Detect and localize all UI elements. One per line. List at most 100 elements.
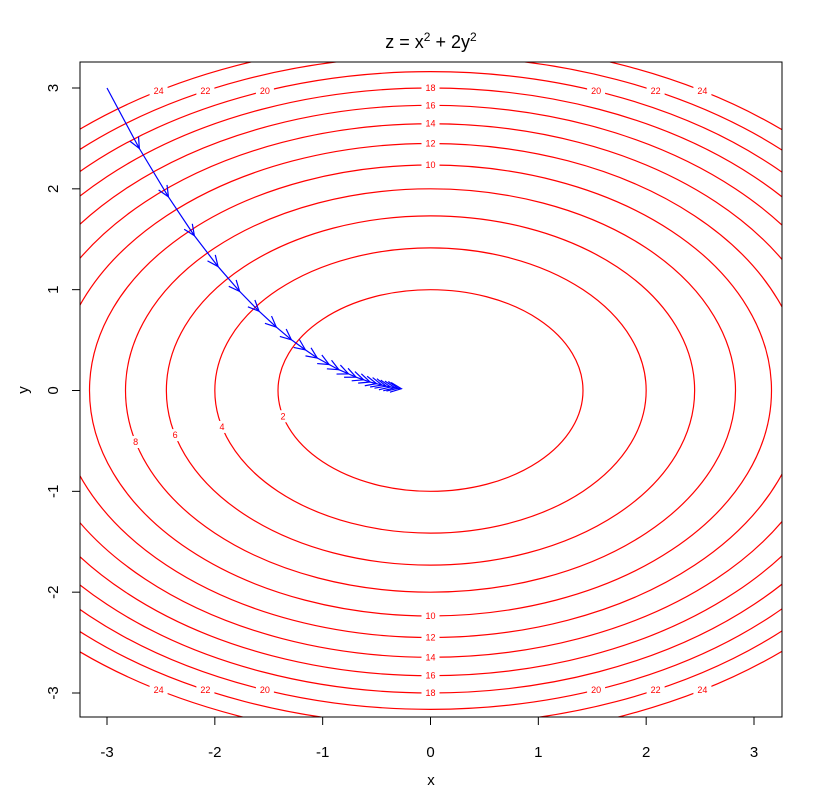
contour-label-20-right: 20 xyxy=(591,86,601,96)
contour-level-18 xyxy=(80,87,782,694)
chart-title: z = x2 + 2y2 xyxy=(385,30,477,52)
path-segment xyxy=(275,326,292,341)
contour-label-bg xyxy=(196,85,215,98)
contour-label-bg xyxy=(421,117,440,130)
contour-label-12: 12 xyxy=(425,139,435,149)
y-tick-label: 3 xyxy=(45,84,62,92)
contour-label-10: 10 xyxy=(425,160,435,170)
contour-level-6 xyxy=(165,215,696,566)
y-tick-label: -1 xyxy=(45,485,62,498)
contour-label-22: 22 xyxy=(200,86,210,96)
contour-label-bg xyxy=(421,82,440,94)
contour-label-14: 14 xyxy=(425,119,435,129)
contour-label-bg xyxy=(693,85,712,98)
path-arrowhead xyxy=(317,354,331,366)
contour-label-bg xyxy=(274,410,293,423)
contour-label-bg xyxy=(166,429,185,442)
contour-label-bg xyxy=(421,687,440,699)
contour-level-22 xyxy=(80,62,782,717)
contour-label-18: 18 xyxy=(425,83,435,93)
path-segment xyxy=(167,196,195,236)
path-segment xyxy=(193,235,219,267)
path-segment xyxy=(316,357,330,366)
path-segment xyxy=(138,148,169,198)
y-tick-label: 2 xyxy=(45,185,62,193)
contour-label-bg xyxy=(255,85,274,98)
contour-label-4: 4 xyxy=(219,422,224,432)
contour-label-bg xyxy=(196,683,215,696)
contour-label-16-bottom: 16 xyxy=(425,671,435,681)
y-tick-label: 0 xyxy=(45,386,62,394)
contour-label-18-bottom: 18 xyxy=(425,688,435,698)
x-tick-label: 1 xyxy=(534,744,542,761)
contour-label-2: 2 xyxy=(281,411,286,421)
contour-level-24 xyxy=(80,62,782,717)
path-arrowhead xyxy=(389,381,403,393)
contour-label-22-right: 22 xyxy=(651,86,661,96)
contour-level-12 xyxy=(80,142,782,639)
x-tick-label: -1 xyxy=(316,744,329,761)
x-tick-label: 3 xyxy=(750,744,758,761)
x-tick-label: 2 xyxy=(642,744,650,761)
contour-label-bg xyxy=(149,85,168,98)
path-segment xyxy=(291,339,306,351)
contour-label-bg xyxy=(646,683,665,696)
x-tick-label: 0 xyxy=(426,744,434,761)
contour-label-20-bottom-right: 20 xyxy=(591,685,601,695)
path-segment xyxy=(217,266,241,292)
contour-label-bg xyxy=(421,669,440,682)
contour-label-bg xyxy=(421,159,440,172)
path-segment xyxy=(239,290,260,312)
y-axis-label: y xyxy=(15,386,32,394)
contour-label-14-bottom: 14 xyxy=(425,652,435,662)
contour-level-4 xyxy=(214,247,647,534)
contour-label-22-bottom-right: 22 xyxy=(651,685,661,695)
contour-label-bg xyxy=(212,420,231,433)
contour-label-bg xyxy=(126,436,145,449)
gradient-descent-path xyxy=(106,87,403,393)
contour-label-bg xyxy=(587,683,606,696)
contour-label-20: 20 xyxy=(260,86,270,96)
y-tick-label: -3 xyxy=(45,686,62,699)
contour-label-20-bottom-left: 20 xyxy=(260,685,270,695)
path-segment xyxy=(258,310,277,328)
contour-level-14 xyxy=(80,123,782,658)
contour-label-24-bottom-left: 24 xyxy=(154,685,164,695)
x-axis: -3 -2 -1 0 1 2 3 xyxy=(100,716,758,761)
path-segment xyxy=(305,349,318,359)
contour-lines xyxy=(80,62,782,717)
y-axis: -3 -2 -1 0 1 2 3 xyxy=(45,84,81,700)
y-tick-label: -2 xyxy=(45,585,62,598)
contour-label-bg xyxy=(646,85,665,98)
contour-level-2 xyxy=(277,289,584,492)
y-tick-label: 1 xyxy=(45,285,62,293)
contour-label-12-bottom: 12 xyxy=(425,632,435,642)
contour-label-8: 8 xyxy=(133,437,138,447)
contour-label-22-bottom-left: 22 xyxy=(200,685,210,695)
path-segment xyxy=(328,363,340,371)
contour-label-24: 24 xyxy=(154,86,164,96)
path-segment xyxy=(106,87,140,149)
contour-label-bg xyxy=(421,137,440,150)
contour-label-6: 6 xyxy=(173,430,178,440)
x-tick-label: -3 xyxy=(100,744,113,761)
path-segment xyxy=(338,369,349,375)
contour-level-20 xyxy=(80,71,782,710)
contour-level-16 xyxy=(80,104,782,677)
x-axis-label: x xyxy=(427,772,435,789)
contour-label-24-bottom-right: 24 xyxy=(697,685,707,695)
contour-label-bg xyxy=(255,683,274,696)
x-tick-label: -2 xyxy=(208,744,221,761)
contour-label-10-bottom: 10 xyxy=(425,611,435,621)
contour-label-24-right: 24 xyxy=(697,86,707,96)
contour-level-8 xyxy=(124,188,737,593)
contour-label-bg xyxy=(421,609,440,622)
contour-label-bg xyxy=(421,99,440,112)
contour-label-bg xyxy=(149,683,168,696)
contour-label-bg xyxy=(587,85,606,98)
contour-label-bg xyxy=(421,631,440,644)
contour-label-16: 16 xyxy=(425,100,435,110)
contour-label-bg xyxy=(421,651,440,664)
